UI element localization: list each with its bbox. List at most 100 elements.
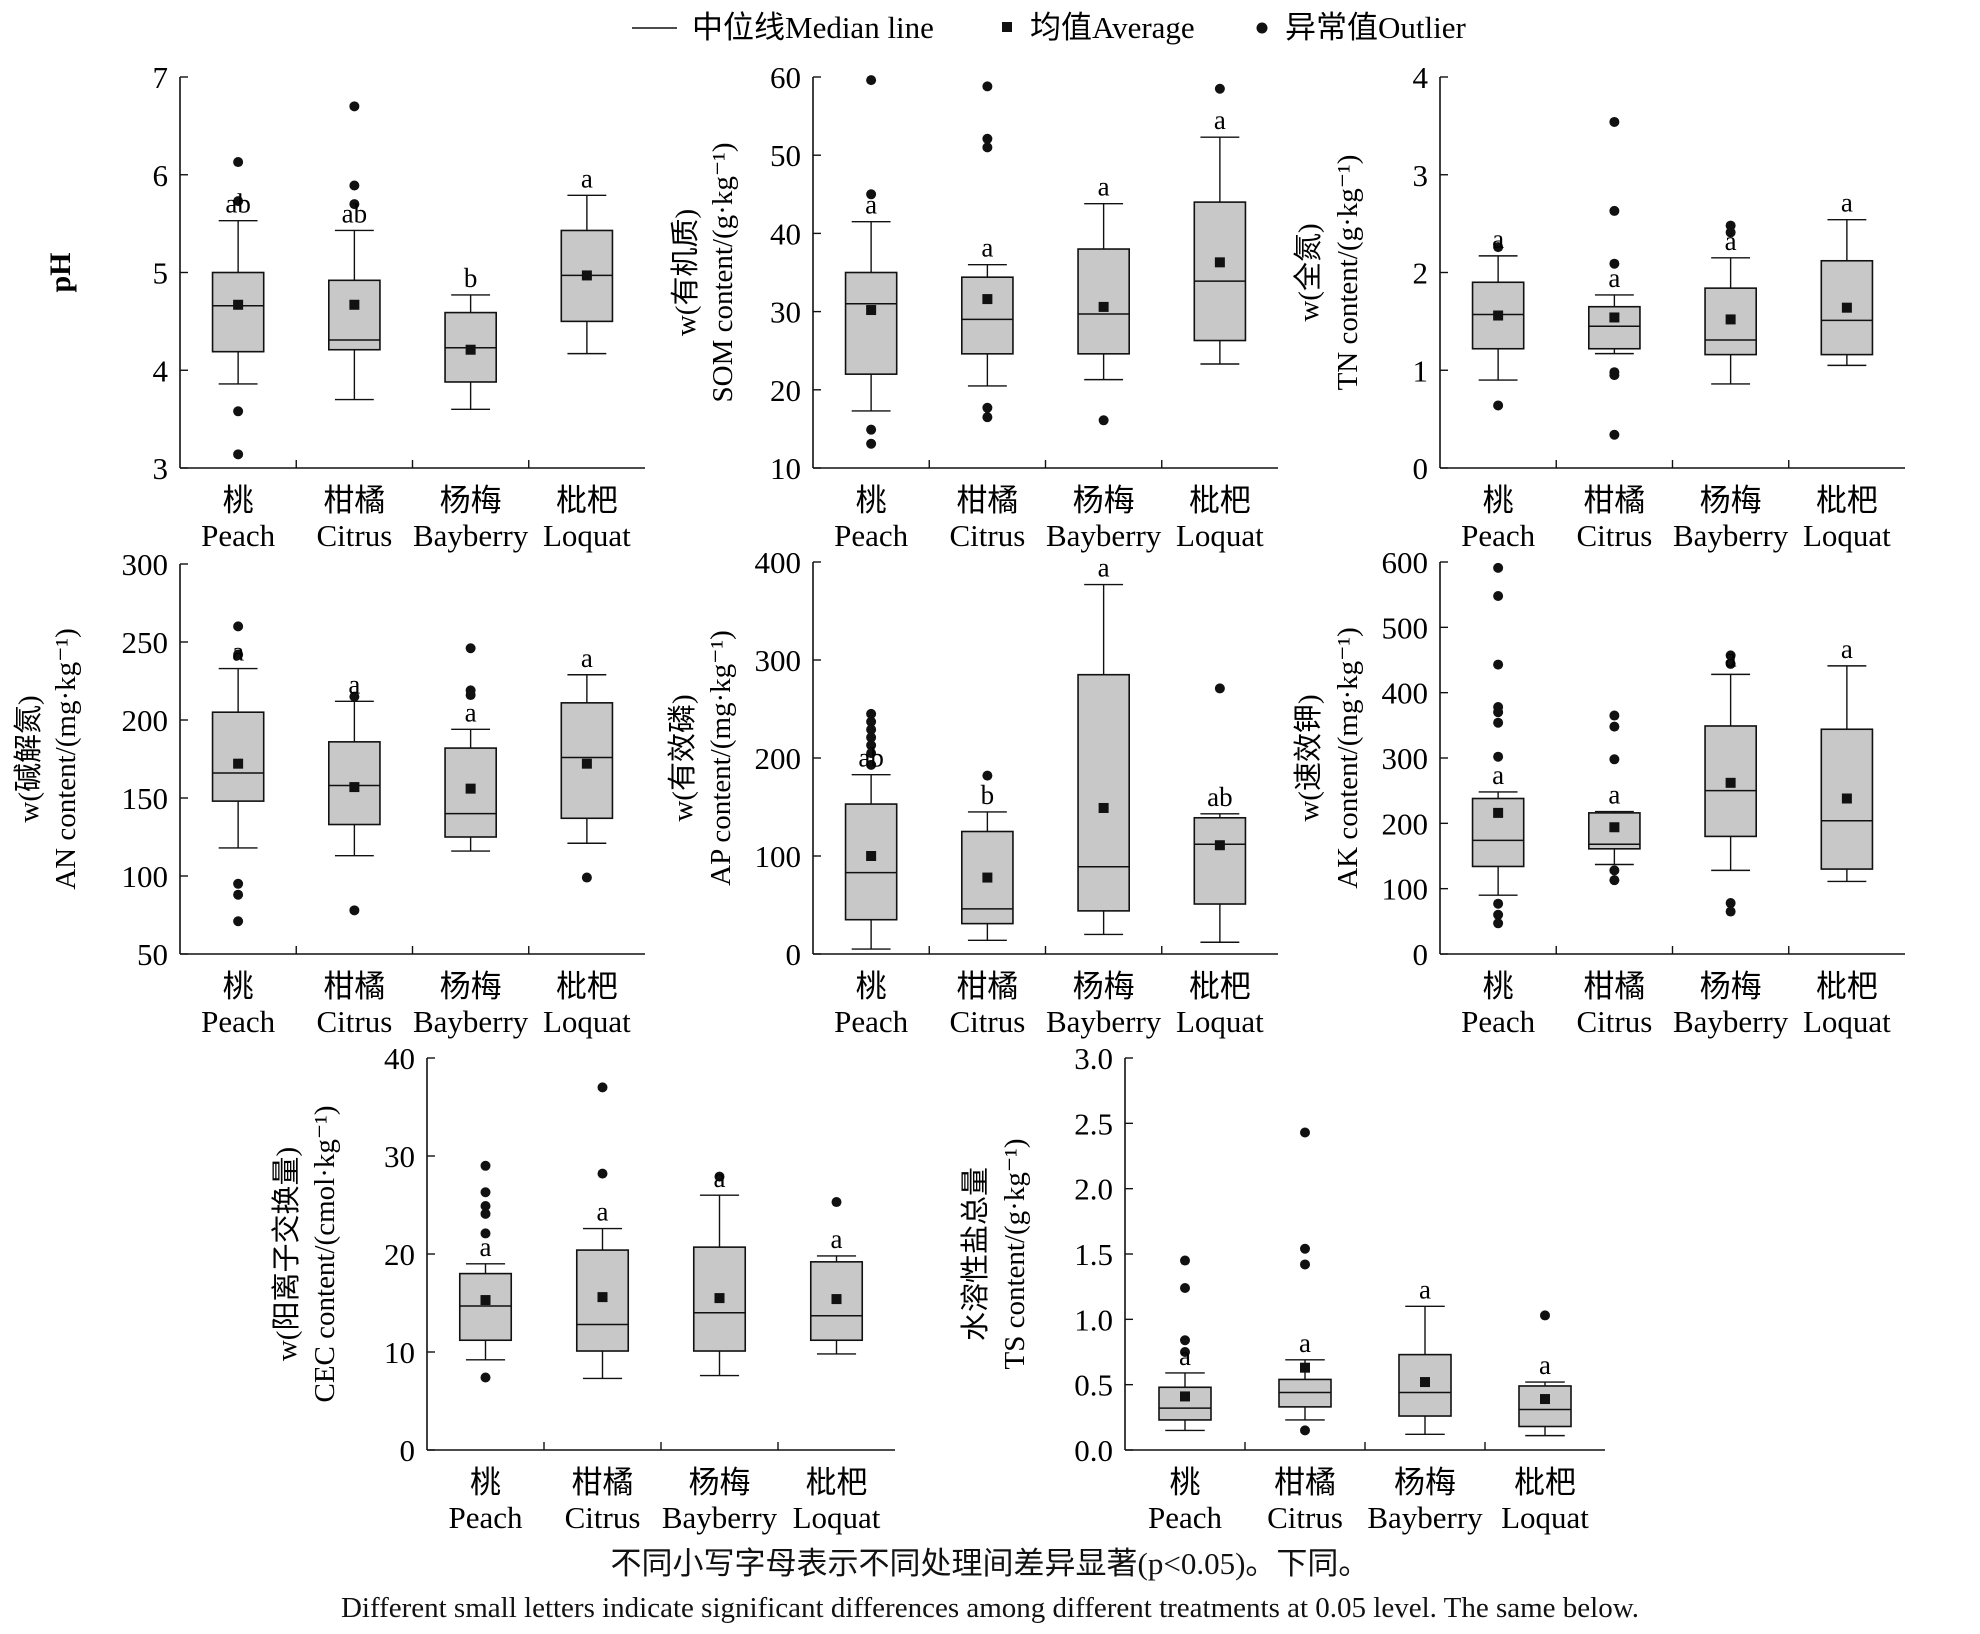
x-tick-label-en: Bayberry [413, 518, 529, 553]
mean-marker [1725, 314, 1736, 325]
x-tick-label-en: Bayberry [1673, 518, 1789, 553]
mean-marker [1540, 1394, 1550, 1405]
y-axis-title: CEC content/(cmol·kg⁻¹) [309, 1105, 341, 1402]
significance-letter: a [1492, 224, 1504, 254]
box-bayberry: a [1704, 220, 1758, 385]
mean-marker [349, 299, 360, 310]
iqr-box [1518, 1385, 1572, 1428]
outlier-point [1300, 1243, 1310, 1254]
y-axis-title: w(阳离子交换量) [270, 1147, 303, 1361]
significance-letter: a [1608, 780, 1620, 810]
mean-marker [1609, 822, 1620, 833]
y-tick-label: 400 [755, 545, 802, 580]
panels: 34567pH桃Peach柑橘Citrus杨梅Bayberry枇杷Loquata… [12, 60, 1905, 1535]
x-tick-label-cn: 枇杷 [1189, 969, 1251, 1004]
outlier-point [1609, 370, 1620, 381]
y-tick-label: 2 [1413, 256, 1429, 291]
x-tick-label-cn: 杨梅 [1073, 483, 1135, 518]
mean-marker [581, 270, 592, 281]
y-tick-label: 10 [770, 451, 801, 486]
outlier-point [1493, 707, 1504, 718]
y-tick-label: 2.5 [1074, 1106, 1113, 1141]
y-tick-label: 7 [153, 60, 169, 95]
outlier-point [1609, 258, 1620, 269]
significance-letter: a [714, 1163, 726, 1193]
mean-marker [233, 299, 244, 310]
x-tick-label-en: Citrus [949, 518, 1025, 553]
y-tick-label: 600 [1382, 545, 1429, 580]
y-tick-label: 0.0 [1074, 1433, 1113, 1468]
box-loquat: a [1193, 83, 1247, 365]
box-loquat: a [560, 163, 614, 355]
y-tick-label: 1.0 [1074, 1302, 1113, 1337]
mean-marker [1725, 777, 1736, 788]
outlier-point [1180, 1282, 1190, 1293]
box-peach: a [844, 75, 898, 449]
legend-average-square-symbol [1002, 22, 1012, 32]
outlier-point [233, 916, 244, 927]
y-tick-label: 50 [770, 138, 801, 173]
outlier-point [714, 1171, 725, 1182]
box-peach: ab [844, 708, 898, 950]
y-axis-title: AN content/(mg·kg⁻¹) [50, 628, 82, 890]
x-tick-label-cn: 柑橘 [1274, 1465, 1336, 1500]
x-tick-label-cn: 枇杷 [1816, 969, 1878, 1004]
outlier-point [597, 1168, 608, 1179]
y-tick-label: 300 [755, 643, 802, 678]
outlier-point [866, 424, 877, 435]
mean-marker [1841, 302, 1852, 313]
iqr-box [1193, 201, 1247, 342]
outlier-point [1609, 710, 1620, 721]
box-bayberry: a [1077, 553, 1131, 936]
x-tick-label-en: Loquat [1176, 518, 1264, 553]
y-axis-title: w(速效钾) [1292, 694, 1325, 821]
outlier-point [1493, 717, 1504, 728]
outlier-point [597, 1082, 608, 1093]
x-tick-label-cn: 桃 [856, 483, 887, 518]
mean-marker [982, 872, 993, 883]
x-tick-label-en: Citrus [1576, 518, 1652, 553]
mean-marker [1180, 1391, 1190, 1402]
significance-letter: a [1841, 634, 1853, 664]
legend-median-label: 中位线Median line [692, 10, 934, 45]
outlier-point [831, 1197, 842, 1208]
outlier-point [1609, 205, 1620, 216]
x-tick-label-cn: 杨梅 [1073, 969, 1135, 1004]
outlier-point [1725, 906, 1736, 917]
x-tick-label-en: Citrus [316, 518, 392, 553]
mean-marker [233, 758, 244, 769]
x-tick-label-cn: 杨梅 [1394, 1465, 1456, 1500]
box-peach: a [1471, 562, 1525, 929]
outlier-point [233, 878, 244, 889]
mean-marker [1098, 301, 1109, 312]
y-tick-label: 10 [384, 1335, 415, 1370]
y-tick-label: 6 [153, 158, 169, 193]
significance-letter: ab [858, 743, 883, 773]
x-tick-label-en: Peach [1461, 518, 1536, 553]
outlier-point [982, 133, 993, 144]
y-tick-label: 0 [1413, 937, 1429, 972]
outlier-point [1493, 659, 1504, 670]
significance-letter: a [480, 1232, 492, 1262]
x-tick-label-cn: 柑橘 [572, 1465, 634, 1500]
outlier-point [233, 406, 244, 417]
y-axis-title: AK content/(mg·kg⁻¹) [1332, 627, 1364, 889]
panel-5: 0 100 200 300 400 w(有效磷) AP content/(mg·kg⁻¹) 桃… [666, 545, 1278, 1039]
outlier-point [1214, 83, 1225, 94]
y-tick-label: 0 [1413, 451, 1429, 486]
significance-letter: a [1419, 1274, 1431, 1304]
outlier-point [349, 180, 360, 191]
outlier-point [1300, 1127, 1310, 1138]
outlier-point [866, 716, 877, 727]
y-tick-label: 400 [1382, 676, 1429, 711]
outlier-point [349, 691, 360, 702]
legend: 中位线Median line 均值Average 异常值Outlier [632, 10, 1466, 45]
x-tick-label-cn: 枇杷 [1189, 483, 1251, 518]
x-tick-label-cn: 枇杷 [556, 483, 618, 518]
x-tick-label-cn: 桃 [223, 483, 254, 518]
significance-letter: a [581, 163, 593, 193]
outlier-point [233, 649, 244, 660]
y-tick-label: 250 [122, 625, 169, 660]
significance-letter: a [348, 669, 360, 699]
outlier-point [581, 872, 592, 883]
